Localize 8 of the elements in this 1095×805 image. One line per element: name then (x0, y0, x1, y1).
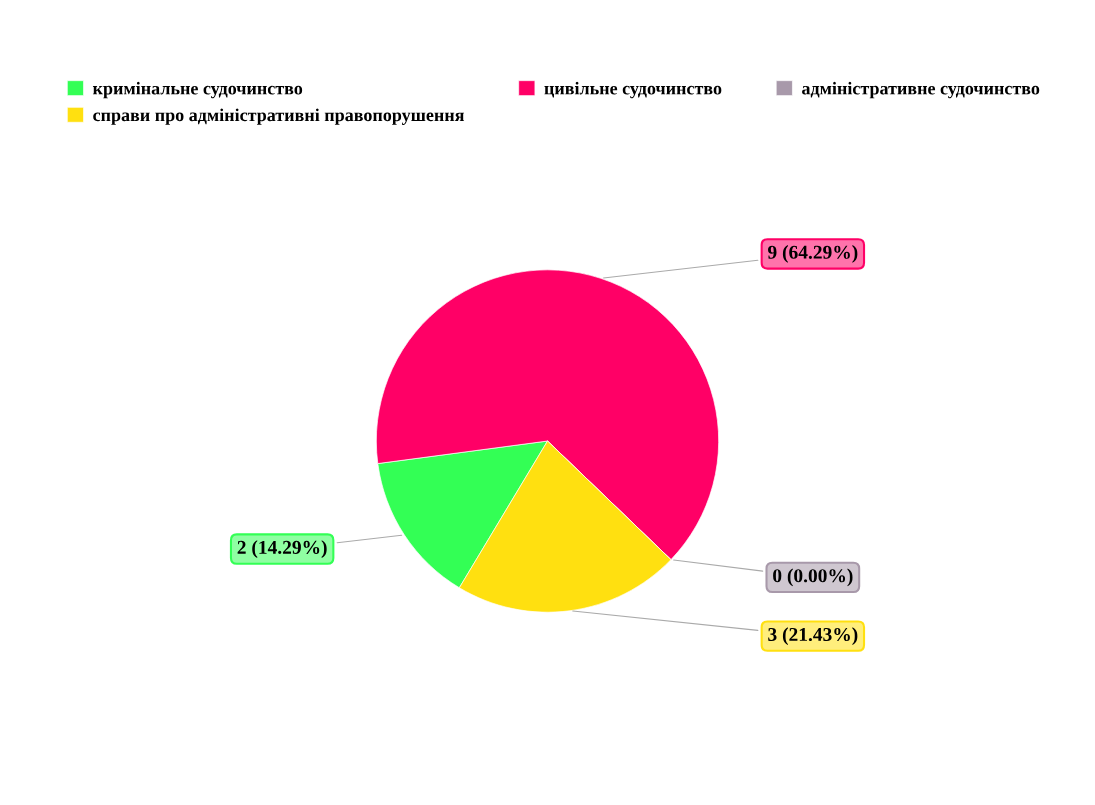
data-label: 9 (64.29%) (768, 245, 858, 263)
data-label: 3 (21.43%) (768, 627, 858, 645)
legend-label: справи про адміністративні правопорушення (93, 108, 465, 125)
legend-label: цивільне судочинство (544, 81, 722, 99)
legend-label: адміністративне судочинство (802, 81, 1040, 99)
text: 0 (0.00%) (773, 568, 853, 587)
legend-label: кримінальне судочинство (92, 81, 303, 99)
data-label: 2 (14.29%) (237, 540, 327, 558)
